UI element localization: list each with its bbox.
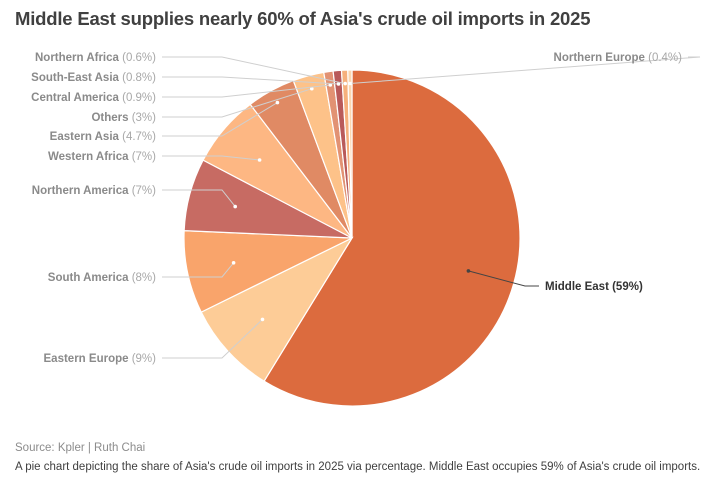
- leader-line-middle-east: [468, 270, 539, 287]
- leader-line-eastern-europe: [162, 319, 263, 359]
- chart-caption: A pie chart depicting the share of Asia'…: [15, 461, 701, 473]
- leader-line-northern-europe: [350, 56, 701, 84]
- slice-northern-europe: [347, 69, 353, 239]
- leader-dot-central-america: [328, 83, 333, 87]
- leader-lines: [162, 56, 701, 359]
- leader-dot-south-america: [231, 261, 236, 265]
- leader-line-south-america: [162, 262, 234, 278]
- leader-dot-eastern-europe: [260, 317, 265, 322]
- slice-label-northern-america: Northern America (7%): [32, 185, 156, 197]
- leader-line-eastern-asia: [162, 102, 278, 137]
- leader-line-central-america: [162, 84, 331, 98]
- slice-middle-east: [263, 69, 521, 407]
- slice-label-western-africa: Western Africa (7%): [48, 151, 156, 163]
- leader-line-western-africa: [162, 155, 260, 161]
- leader-line-northern-africa: [162, 56, 346, 85]
- slice-label-south-america: South America (8%): [48, 272, 156, 284]
- leader-dot-northern-america: [233, 204, 237, 209]
- slice-label-south-east-asia: South-East Asia (0.8%): [31, 72, 156, 84]
- slice-label-northern-europe: Northern Europe (0.4%): [554, 52, 683, 64]
- pie-slices: [183, 69, 521, 407]
- chart-title: Middle East supplies nearly 60% of Asia'…: [15, 8, 591, 29]
- leader-dot-eastern-asia: [275, 100, 280, 105]
- leader-dot-northern-africa: [343, 81, 348, 86]
- leader-dot-northern-europe: [348, 81, 352, 86]
- leader-dot-others: [310, 86, 314, 91]
- leader-line-others: [162, 88, 312, 118]
- slice-label-northern-africa: Northern Africa (0.6%): [35, 52, 156, 64]
- leader-dot-western-africa: [257, 158, 262, 162]
- slice-label-central-america: Central America (0.9%): [31, 92, 156, 104]
- slice-labels: Middle East (59%) Eastern Europe (9%) Sout…: [31, 52, 682, 365]
- source-note: Source: Kpler | Ruth Chai: [15, 442, 146, 454]
- slice-label-eastern-asia: Eastern Asia (4.7%): [50, 131, 156, 143]
- leader-dot-middle-east: [466, 269, 471, 273]
- slice-label-middle-east: Middle East (59%): [545, 281, 643, 293]
- leader-line-northern-america: [162, 189, 236, 207]
- leader-line-south-east-asia: [162, 76, 339, 85]
- leader-dot-south-east-asia: [336, 82, 341, 86]
- slice-label-others: Others (3%): [91, 112, 156, 124]
- slice-label-eastern-europe: Eastern Europe (9%): [44, 353, 157, 365]
- slice-eastern-europe: [200, 236, 354, 382]
